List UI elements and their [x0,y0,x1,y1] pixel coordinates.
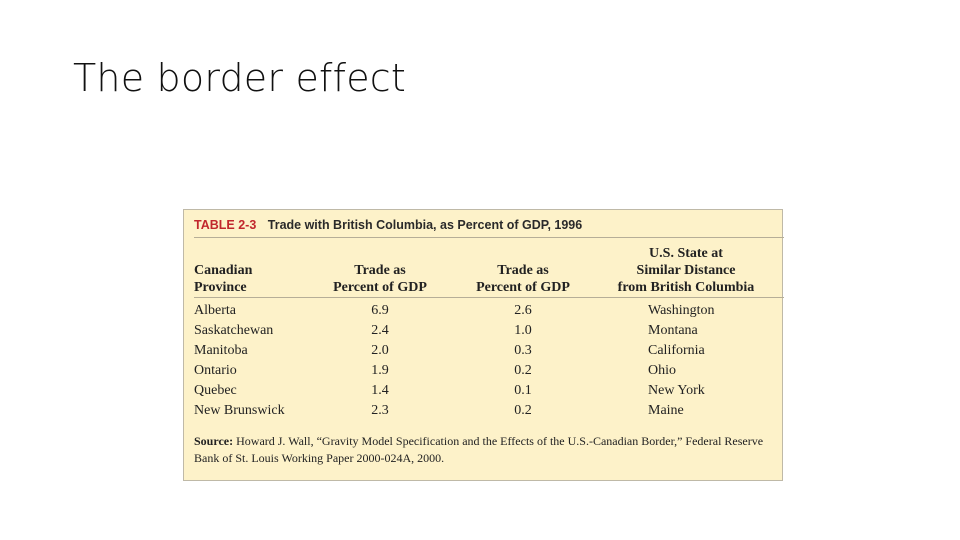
cell-trade-us: 0.2 [514,363,532,378]
cell-province: Alberta [194,303,236,318]
column-header-line: Trade as [354,263,406,278]
slide-title: The border effect [73,56,406,100]
cell-province: New Brunswick [194,403,285,418]
table-caption: TABLE 2-3 Trade with British Columbia, a… [194,218,582,238]
cell-trade-canadian: 6.9 [371,303,389,318]
table-title: Trade with British Columbia, as Percent … [267,218,583,232]
cell-province: Manitoba [194,343,248,358]
cell-trade-canadian: 2.4 [371,323,389,338]
cell-trade-canadian: 1.4 [371,383,389,398]
table-label: TABLE 2-3 [194,218,257,232]
column-header-trade-us: Trade as Percent of GDP [453,262,593,296]
cell-trade-us: 0.2 [514,403,532,418]
cell-province: Saskatchewan [194,323,274,338]
cell-trade-us: 0.3 [514,343,532,358]
caption-rule [194,237,784,238]
column-header-line: Percent of GDP [476,280,570,295]
cell-us-state: Montana [648,323,698,338]
trade-table: TABLE 2-3 Trade with British Columbia, a… [183,209,784,481]
cell-province: Ontario [194,363,237,378]
cell-us-state: Maine [648,403,684,418]
column-header-line: Trade as [497,263,549,278]
column-header-line: Canadian [194,263,253,278]
column-header-line: Percent of GDP [333,280,427,295]
cell-us-state: Ohio [648,363,676,378]
source-label: Source: [194,434,234,448]
column-header-line: Province [194,280,247,295]
column-header-line: U.S. State at [649,246,723,261]
cell-us-state: Washington [648,303,715,318]
cell-trade-canadian: 1.9 [371,363,389,378]
column-header-line: from British Columbia [617,280,755,295]
header-rule [194,297,784,298]
cell-us-state: New York [648,383,705,398]
cell-us-state: California [648,343,705,358]
column-header-us-state: U.S. State at Similar Distance from Brit… [596,245,776,296]
source-text: Howard J. Wall, “Gravity Model Specifica… [194,434,764,465]
cell-trade-canadian: 2.3 [371,403,389,418]
cell-trade-us: 1.0 [514,323,532,338]
column-header-line: Similar Distance [636,263,736,278]
column-header-trade-canadian: Trade as Percent of GDP [310,262,450,296]
cell-trade-us: 2.6 [514,303,532,318]
cell-trade-us: 0.1 [514,383,532,398]
cell-trade-canadian: 2.0 [371,343,389,358]
table-source: Source: Howard J. Wall, “Gravity Model S… [194,433,776,467]
cell-province: Quebec [194,383,237,398]
column-header-province: Canadian Province [194,262,314,296]
